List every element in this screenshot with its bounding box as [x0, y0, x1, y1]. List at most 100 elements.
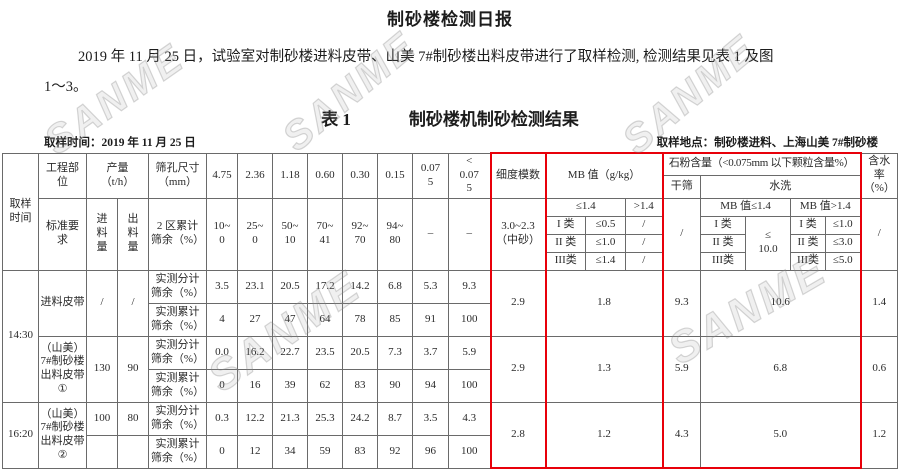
hd-stdval: 92~ 70 [342, 197, 378, 271]
cell-water: 0.6 [860, 335, 899, 403]
intro-paragraph: 2019 年 11 月 25 日，试验室对制砂楼进料皮带、山美 7#制砂楼出料皮… [44, 42, 874, 102]
cell-cum: 62 [307, 368, 343, 403]
cell-frac: 3.5 [412, 401, 449, 436]
hd-zone2-residue: 2 区累计 筛余（%） [148, 197, 207, 271]
hd-mb-limit: ≤1.0 [585, 233, 626, 253]
cell-cum: 100 [448, 302, 492, 337]
table-caption-number: 表 1 [321, 110, 351, 129]
cell-cum: 0 [206, 434, 238, 469]
hd-project-part: 工程部 位 [38, 152, 87, 199]
hd-stdval: 25~ 0 [237, 197, 273, 271]
cell-dry: 9.3 [661, 269, 702, 337]
hd-mb-gt: >1.4 [624, 197, 664, 217]
cell-cum: 59 [307, 434, 343, 469]
cell-cum: 91 [412, 302, 449, 337]
cell-cum: 39 [272, 368, 308, 403]
cell-frac: 12.2 [237, 401, 273, 436]
hd-dry-sieve: 干筛 [661, 174, 702, 199]
cell-frac: 23.1 [237, 269, 273, 304]
cell-row-label: 实测累计 筛余（%） [148, 302, 207, 337]
hd-discharge-amount: 出 料 量 [117, 197, 149, 271]
cell-frac: 22.7 [272, 335, 308, 370]
hd-mb-class: II 类 [544, 233, 586, 253]
hd-sieve-size: 筛孔尺寸 （mm） [148, 152, 207, 199]
hd-standard-req: 标准要 求 [38, 197, 87, 271]
cell-cum: 4 [206, 302, 238, 337]
hd-wash-gt: MB 值>1.4 [790, 197, 862, 217]
hd-mb-class: III类 [544, 251, 586, 271]
cell-frac: 4.3 [448, 401, 492, 436]
hd-wash-limit: ≤5.0 [825, 251, 862, 271]
hd-wash-class: II 类 [700, 233, 747, 253]
cell-fineness: 2.9 [489, 335, 547, 403]
hd-size: 2.36 [237, 152, 273, 199]
cell-cum: 0 [206, 368, 238, 403]
cell-frac: 0.3 [206, 401, 238, 436]
cell-cum: 90 [377, 368, 413, 403]
sampling-time: 取样时间：2019 年 11 月 25 日 [44, 137, 196, 149]
hd-size: 0.30 [342, 152, 378, 199]
hd-feed-amount: 进 料 量 [86, 197, 118, 271]
cell-feed: / [86, 269, 118, 337]
table-caption-title: 制砂楼机制砂检测结果 [408, 110, 579, 129]
cell-mb: 1.8 [544, 269, 664, 337]
hd-stdval: 50~ 10 [272, 197, 308, 271]
hd-mb-slash: / [624, 233, 664, 253]
hd-water-standard: / [860, 197, 899, 271]
cell-cum: 85 [377, 302, 413, 337]
cell-location: （山美） 7#制砂楼 出料皮带 ② [38, 401, 87, 469]
cell-cum: 16 [237, 368, 273, 403]
cell-frac: 5.9 [448, 335, 492, 370]
cell-frac: 24.2 [342, 401, 378, 436]
cell-frac: 20.5 [342, 335, 378, 370]
hd-wash-limit: ≤1.0 [825, 215, 862, 235]
sampling-meta: 取样时间：2019 年 11 月 25 日 取样地点：制砂楼进料、上海山美 7#… [44, 134, 878, 150]
hd-wash-class: III类 [700, 251, 747, 271]
cell-feed: 130 [86, 335, 118, 403]
hd-size: < 0.07 5 [448, 152, 492, 199]
hd-wash-class: I 类 [700, 215, 747, 235]
cell-feed: 100 [86, 401, 118, 436]
cell-row-label: 实测分计 筛余（%） [148, 335, 207, 370]
cell-frac: 20.5 [272, 269, 308, 304]
cell-cum: 94 [412, 368, 449, 403]
cell-frac: 8.7 [377, 401, 413, 436]
cell-frac: 0.0 [206, 335, 238, 370]
cell-cum: 96 [412, 434, 449, 469]
cell-frac: 23.5 [307, 335, 343, 370]
cell-cum: 12 [237, 434, 273, 469]
cell-row-label: 实测分计 筛余（%） [148, 269, 207, 304]
cell-dry: 4.3 [661, 401, 702, 469]
hd-stdval: 10~ 0 [206, 197, 238, 271]
intro-line-1: 2019 年 11 月 25 日，试验室对制砂楼进料皮带、山美 7#制砂楼出料皮… [78, 49, 774, 65]
cell-frac: 6.8 [377, 269, 413, 304]
hd-stdval: – [412, 197, 449, 271]
cell-cum: 34 [272, 434, 308, 469]
hd-dry-standard: / [661, 197, 702, 271]
cell-row-label: 实测累计 筛余（%） [148, 434, 207, 469]
cell-cum: 100 [448, 434, 492, 469]
cell-mb: 1.2 [544, 401, 664, 469]
hd-wash-class: II 类 [790, 233, 827, 253]
cell-frac: 9.3 [448, 269, 492, 304]
hd-wash-class: III类 [790, 251, 827, 271]
hd-size: 0.60 [307, 152, 343, 199]
table-caption: 表 1 制砂楼机制砂检测结果 [0, 105, 900, 130]
hd-stdval: 70~ 41 [307, 197, 343, 271]
hd-mb-limit: ≤1.4 [585, 251, 626, 271]
cell-row-label: 实测分计 筛余（%） [148, 401, 207, 436]
hd-stdval: 94~ 80 [377, 197, 413, 271]
cell-dry: 5.9 [661, 335, 702, 403]
hd-sample-time: 取样 时间 [2, 152, 39, 271]
cell-frac: 14.2 [342, 269, 378, 304]
hd-yield: 产量 （t/h） [86, 152, 149, 199]
cell-frac: 17.2 [307, 269, 343, 304]
hd-mb-slash: / [624, 215, 664, 235]
cell-discharge: / [117, 269, 149, 337]
cell-mb: 1.3 [544, 335, 664, 403]
sampling-place: 取样地点：制砂楼进料、上海山美 7#制砂楼 [656, 137, 878, 149]
cell-water: 1.2 [860, 401, 899, 469]
cell-frac: 7.3 [377, 335, 413, 370]
cell-cum: 78 [342, 302, 378, 337]
